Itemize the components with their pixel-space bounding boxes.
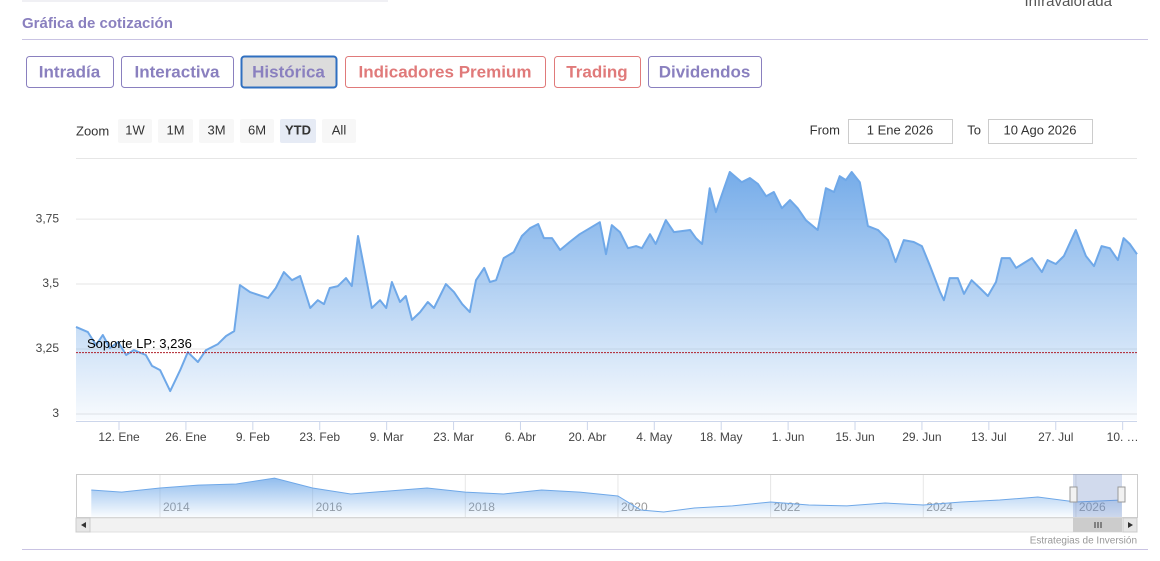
area-fill (76, 172, 1137, 420)
y-tick-label: 3,5 (42, 276, 59, 290)
support-label: Soporte LP: 3,236 (87, 336, 192, 351)
tab[interactable] (240, 55, 338, 89)
tab[interactable] (345, 56, 546, 88)
x-tick-label: 9. Mar (370, 430, 404, 444)
tab-label[interactable]: Interactiva (134, 62, 220, 81)
zoom-button[interactable] (199, 119, 234, 143)
tab-label[interactable]: Histórica (252, 62, 325, 81)
tab[interactable] (554, 56, 641, 88)
range-selector: Zoom 1W 1M 3M 6M YTD All From 1 Ene 2026 To 10 Ago… (76, 119, 1093, 144)
navigator-line (91, 477, 1122, 513)
tab[interactable] (648, 56, 762, 88)
zoom-button[interactable] (280, 119, 316, 143)
x-tick-label: 23. Feb (299, 430, 340, 444)
zoom-button[interactable] (158, 119, 193, 143)
top-fragment: Infravalorada (1024, 0, 1112, 10)
plot: 3 3,25 3,5 3,75 Soporte LP: 3,236 12. Ene 26. … (36, 158, 1139, 444)
zoom-button[interactable] (118, 119, 152, 143)
x-tick-label: 27. Jul (1038, 430, 1073, 444)
x-tick-label: 29. Jun (902, 430, 941, 444)
x-tick-label: 26. Ene (165, 430, 207, 444)
to-value[interactable]: 10 Ago 2026 (1003, 122, 1076, 137)
scrollbar-track (75, 517, 1138, 533)
zoom-button-label[interactable]: 3M (207, 122, 225, 137)
x-tick-label: 9. Feb (236, 430, 270, 444)
from-input[interactable] (848, 119, 953, 144)
navigator-handle[interactable] (1117, 486, 1126, 503)
zoom-button[interactable] (240, 119, 274, 143)
tab[interactable] (26, 56, 114, 88)
x-tick-label: 6. Abr (505, 430, 536, 444)
tab[interactable] (121, 56, 234, 88)
x-tick-label: 15. Jun (835, 430, 874, 444)
zoom-button-label[interactable]: 1M (166, 122, 184, 137)
zoom-label: Zoom (76, 123, 109, 138)
tab-label[interactable]: Trading (566, 62, 627, 81)
from-value[interactable]: 1 Ene 2026 (867, 122, 934, 137)
zoom-button-label[interactable]: YTD (285, 122, 311, 137)
y-tick-label: 3,75 (36, 211, 60, 225)
navigator-handle[interactable] (1069, 486, 1078, 503)
tab-label[interactable]: Intradía (39, 62, 101, 81)
scrollbar-arrow (1128, 522, 1133, 528)
credits: Estrategias de Inversión (1030, 536, 1137, 547)
from-label: From (810, 122, 840, 137)
navigator-mask (1073, 474, 1122, 517)
x-tick-label: 4. May (636, 430, 672, 444)
to-input[interactable] (988, 119, 1093, 144)
tab-label[interactable]: Indicadores Premium (359, 62, 532, 81)
navigator-area (91, 478, 1122, 517)
scrollbar-grip (1094, 522, 1102, 528)
zoom-button-label[interactable]: 1W (125, 122, 145, 137)
x-tick-label: 20. Abr (568, 430, 606, 444)
tab-label[interactable]: Dividendos (659, 62, 751, 81)
x-tick-label: 10. … (1107, 430, 1139, 444)
price-line (75, 171, 1138, 393)
x-tick-label: 12. Ene (98, 430, 140, 444)
zoom-button-label[interactable]: All (332, 122, 347, 137)
x-tick-label: 13. Jul (971, 430, 1006, 444)
y-tick-label: 3 (52, 406, 59, 420)
y-tick-label: 3,25 (36, 341, 60, 355)
tabs: Intradía Interactiva Histórica Indicadores … (26, 55, 762, 89)
zoom-button-label[interactable]: 6M (248, 122, 266, 137)
to-label: To (967, 122, 981, 137)
x-tick-label: 23. Mar (433, 430, 474, 444)
x-tick-label: 1. Jun (772, 430, 805, 444)
x-tick-label: 18. May (700, 430, 743, 444)
scrollbar-arrow (81, 522, 86, 528)
section-title: Gráfica de cotización (22, 15, 173, 32)
zoom-button[interactable] (322, 119, 356, 143)
navigator: 2014201620182020202220242026Estrategias … (75, 474, 1138, 547)
